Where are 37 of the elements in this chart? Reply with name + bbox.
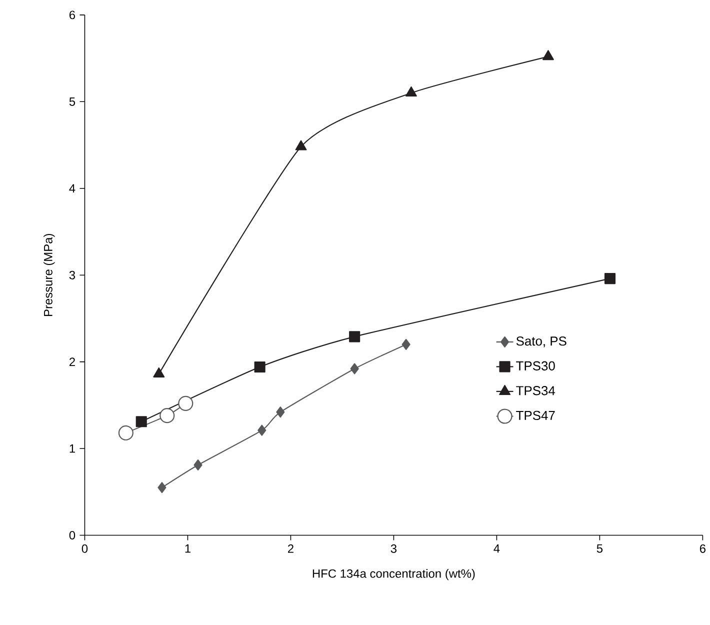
y-axis-title: Pressure (MPa) [44,234,55,316]
point [276,406,285,418]
point [405,86,417,97]
point [295,140,307,150]
x-tick-label: 4 [494,544,500,553]
point [349,331,360,342]
point [136,416,147,428]
point [604,273,616,284]
point [118,425,134,440]
point [258,424,266,436]
x-tick-label: 2 [288,544,294,553]
y-tick-label: 1 [70,444,75,453]
point [350,363,359,374]
point [542,50,554,60]
x-tick-label: 3 [390,544,397,553]
legend-label: TPS47 [516,410,555,420]
y-tick-label: 0 [69,531,76,540]
point [160,408,175,424]
point [153,367,165,378]
x-tick-label: 1 [185,544,190,553]
legend-label: TPS34 [516,386,556,396]
point [254,362,266,373]
x-tick-label: 5 [596,544,603,553]
y-tick-label: 6 [70,10,76,20]
x-tick-label: 0 [82,544,88,553]
point [158,482,166,494]
point [402,338,410,350]
point [178,396,194,411]
legend-label: Sato, PS [516,336,566,348]
y-tick-label: 2 [70,358,75,366]
y-tick-label: 5 [69,98,76,106]
x-tick-label: 6 [700,544,706,553]
legend-label: TPS30 [516,361,555,370]
x-axis-title: HFC 134a concentration (wt%) [312,569,475,580]
y-tick-label: 4 [69,184,76,193]
y-tick-label: 3 [69,270,76,280]
point [194,459,202,471]
